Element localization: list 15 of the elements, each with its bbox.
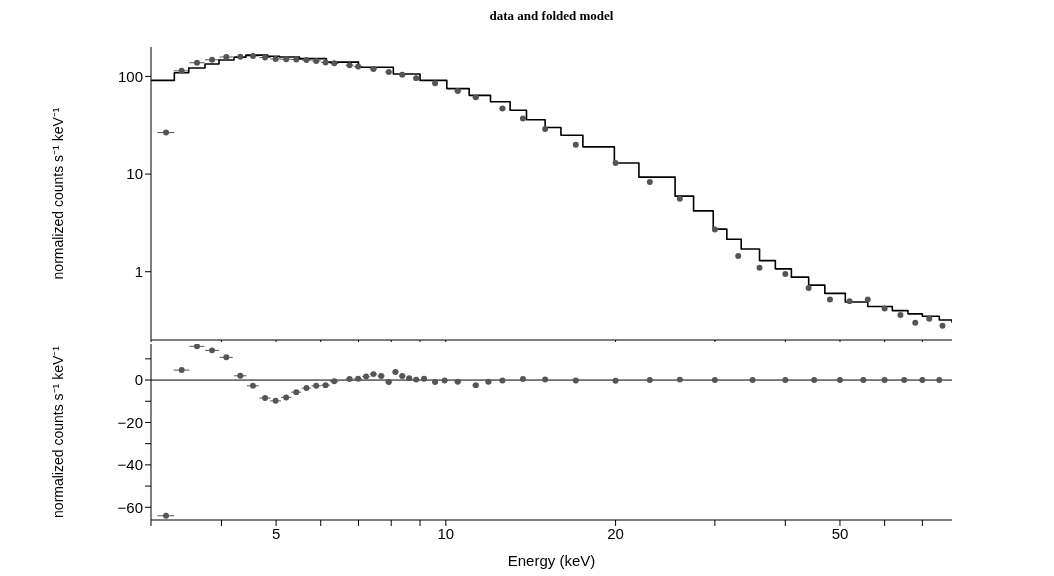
y-tick-label: 1: [134, 263, 143, 281]
x-tick-label: 50: [831, 524, 849, 542]
y-tick-label: 100: [117, 67, 143, 85]
y-axis-title: normalized counts s⁻¹ keV⁻¹: [49, 107, 66, 280]
y-tick-label: −40: [117, 456, 143, 474]
y-tick-label: −20: [117, 413, 143, 431]
x-tick-label: 20: [607, 524, 624, 542]
y-tick-label: 10: [126, 165, 143, 183]
y-axis-title: normalized counts s⁻¹ keV⁻¹: [49, 345, 66, 518]
x-axis-title: Energy (keV): [507, 552, 596, 569]
y-tick-label: 0: [134, 371, 143, 389]
x-tick-label: 5: [271, 524, 281, 542]
chart-title: data and folded model: [488, 8, 615, 25]
y-tick-label: −60: [117, 498, 143, 516]
x-tick-label: 10: [437, 524, 455, 542]
